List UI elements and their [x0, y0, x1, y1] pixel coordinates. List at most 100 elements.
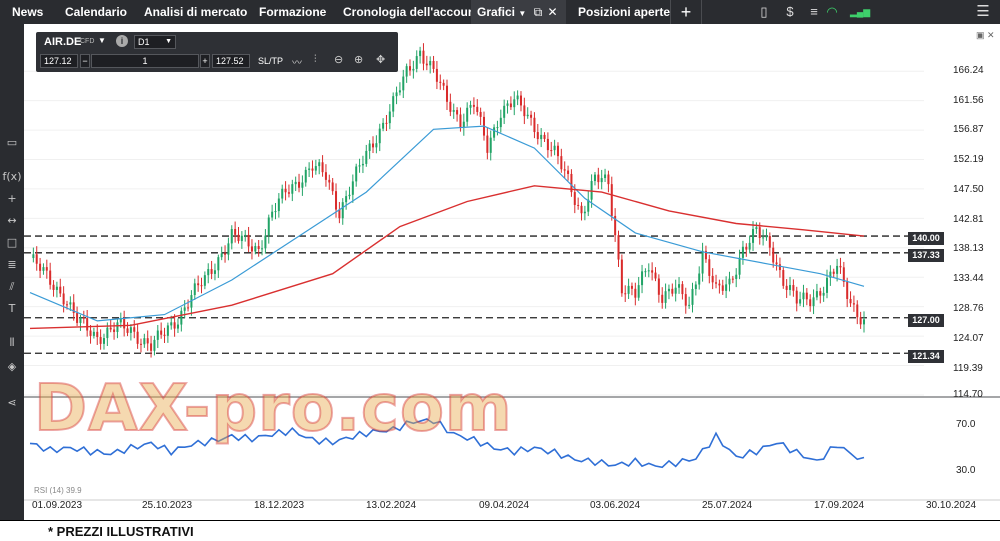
crosshair-icon[interactable]: +	[7, 192, 17, 205]
candle-body	[715, 282, 718, 284]
level-tag-127[interactable]: 127.00	[908, 314, 944, 327]
candle-body	[274, 211, 277, 213]
nav-cronologia-account[interactable]: Cronologia dell'account	[343, 5, 480, 19]
candle-body	[96, 331, 99, 338]
zoom-out-icon[interactable]: ⊖	[334, 54, 344, 66]
ask-price[interactable]: 127.52	[212, 54, 250, 68]
candle-body	[35, 254, 38, 264]
add-tab-button[interactable]: +	[670, 0, 702, 24]
timeframe-select[interactable]: D1 ▼	[134, 35, 176, 49]
nav-formazione[interactable]: Formazione	[259, 5, 327, 19]
candle-body	[614, 215, 617, 236]
y-tick: 124.07	[953, 333, 984, 344]
candle-body	[486, 135, 489, 153]
candle-type-icon[interactable]: ⫶	[314, 54, 317, 65]
chart-area[interactable]: DAX-pro.com RSI (14) 39.9 AIR.DE CFD ▼ i…	[24, 24, 1000, 520]
candle-body	[59, 286, 62, 294]
candle-body	[79, 317, 82, 323]
close-icon[interactable]: ✕	[547, 5, 558, 19]
candle-body	[341, 202, 344, 219]
candle-body	[213, 270, 216, 274]
candle-body	[701, 250, 704, 274]
drawing-toolbar: ▭ f(x) + ↔ □ ≣ ⫽ T ⦀ ◈ ⋖	[0, 24, 24, 520]
candle-body	[220, 253, 223, 258]
candle-body	[829, 271, 832, 278]
candle-body	[429, 60, 432, 66]
hamburger-menu-icon[interactable]: ☰	[976, 3, 990, 20]
candle-body	[469, 104, 472, 108]
x-tick: 18.12.2023	[254, 500, 305, 511]
level-tag-121[interactable]: 121.34	[908, 350, 944, 363]
candle-body	[597, 174, 600, 183]
zoom-in-icon[interactable]: ⊕	[354, 54, 364, 66]
level-tag-137[interactable]: 137.33	[908, 249, 944, 262]
candle-body	[200, 285, 203, 287]
symbol-toolbar: AIR.DE CFD ▼ i D1 ▼ 127.12 − 1 + 127.52 S…	[36, 32, 398, 72]
candle-body	[314, 166, 317, 171]
channel-tool-icon[interactable]: ⫽	[9, 280, 15, 293]
nav-analisi-di-mercato[interactable]: Analisi di mercato	[144, 5, 248, 19]
tab-posizioni-aperte[interactable]: Posizioni aperte	[578, 5, 671, 19]
function-icon[interactable]: f(x)	[2, 170, 22, 183]
dropdown-arrow-icon[interactable]: ▼	[518, 9, 527, 18]
price-sync-icon[interactable]: $	[786, 4, 794, 19]
candle-body	[294, 181, 297, 185]
move-icon[interactable]: ✥	[376, 54, 386, 66]
fibonacci-icon[interactable]: ≣	[7, 258, 17, 271]
line-chart-icon[interactable]: 〰	[292, 58, 302, 69]
rsi-tick-70: 70.0	[956, 419, 976, 430]
quantity-increase-button[interactable]: +	[200, 54, 210, 68]
candle-body	[65, 304, 69, 306]
quantity-decrease-button[interactable]: −	[80, 54, 90, 68]
candle-body	[456, 110, 459, 115]
x-tick: 01.09.2023	[32, 500, 83, 511]
level-tag-140[interactable]: 140.00	[908, 232, 944, 245]
symbol-dropdown-icon[interactable]: ▼	[98, 36, 106, 45]
rectangle-tool-icon[interactable]: □	[6, 236, 18, 249]
candle-body	[166, 325, 169, 336]
candle-body	[143, 338, 146, 345]
y-tick: 133.44	[953, 273, 984, 284]
window-controls-icon[interactable]: ▣ ✕	[976, 30, 995, 40]
candle-body	[567, 170, 570, 174]
candle-body	[758, 227, 761, 238]
tab-grafici[interactable]: Grafici ▼ ⧉ ✕	[471, 0, 566, 24]
line-tool-icon[interactable]: ↔	[7, 214, 17, 227]
popout-icon[interactable]: ⧉	[533, 5, 543, 19]
candle-body	[671, 288, 674, 294]
candle-body	[92, 331, 95, 336]
share-icon[interactable]: ⋖	[7, 396, 17, 409]
rsi-line	[29, 418, 865, 469]
candle-body	[624, 293, 627, 295]
candle-body	[150, 343, 153, 351]
candle-body	[39, 263, 42, 271]
layout-icon[interactable]: ▯	[760, 4, 768, 19]
candle-body	[630, 285, 633, 289]
layout-panel-icon[interactable]: ▭	[6, 136, 18, 149]
bid-price[interactable]: 127.12	[40, 54, 78, 68]
rsi-tick-30: 30.0	[956, 465, 976, 476]
candle-body	[264, 235, 267, 249]
quantity-input[interactable]: 1	[91, 54, 199, 68]
symbol-name[interactable]: AIR.DE	[44, 36, 82, 48]
text-tool-icon[interactable]: T	[8, 302, 16, 315]
candle-body	[550, 150, 553, 152]
chart-settings-icon[interactable]: ≡	[810, 4, 818, 19]
sltp-button[interactable]: SL/TP	[258, 56, 284, 66]
candle-body	[82, 317, 85, 319]
candle-body	[52, 284, 55, 290]
candle-body	[620, 259, 623, 294]
price-chart[interactable]	[24, 24, 1000, 520]
candle-body	[328, 179, 331, 183]
candle-body	[795, 290, 798, 304]
candle-body	[250, 246, 253, 252]
nav-news[interactable]: News	[12, 5, 44, 19]
layers-icon[interactable]: ◈	[7, 360, 17, 373]
nav-calendario[interactable]: Calendario	[65, 5, 128, 19]
candle-body	[708, 259, 711, 276]
candle-body	[846, 281, 849, 299]
indicators-icon[interactable]: ⦀	[9, 336, 15, 349]
candle-body	[311, 168, 314, 171]
candle-body	[852, 303, 855, 305]
info-icon[interactable]: i	[116, 35, 128, 47]
